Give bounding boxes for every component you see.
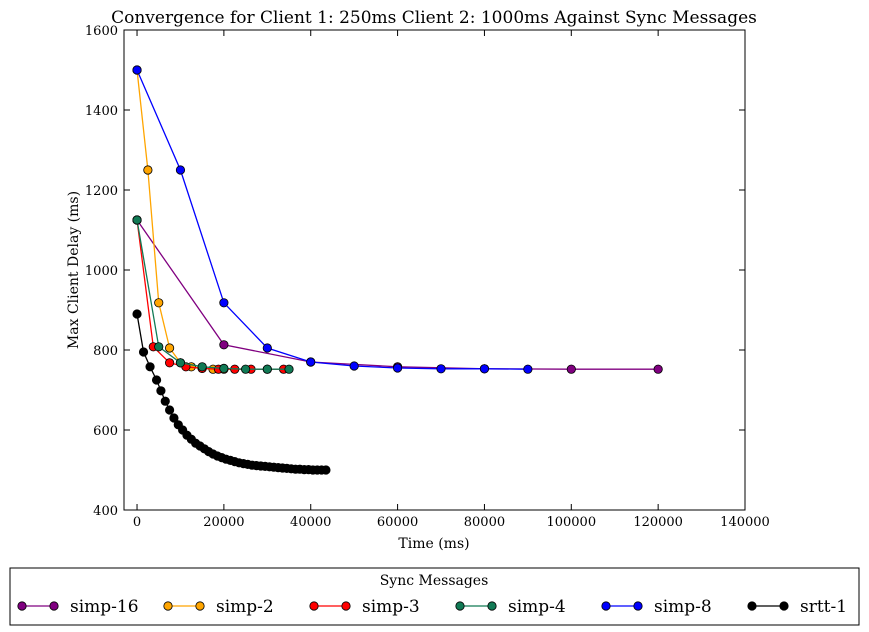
y-tick-label: 800 bbox=[93, 344, 118, 359]
data-point bbox=[436, 364, 446, 374]
y-axis-label: Max Client Delay (ms) bbox=[66, 191, 82, 349]
series-line bbox=[136, 313, 326, 471]
y-tick-label: 600 bbox=[93, 424, 118, 439]
legend-marker bbox=[49, 601, 59, 611]
legend-item-srtt-1: srtt-1 bbox=[747, 597, 847, 617]
x-tick-label: 140000 bbox=[720, 515, 770, 530]
data-point bbox=[240, 364, 251, 374]
x-tick-label: 100000 bbox=[546, 515, 596, 530]
y-tick-label: 1200 bbox=[85, 184, 118, 199]
data-point bbox=[284, 364, 294, 374]
legend-marker bbox=[779, 601, 789, 611]
legend-item-simp-2: simp-2 bbox=[163, 597, 274, 617]
legend-item-simp-8: simp-8 bbox=[601, 597, 712, 617]
axes-frame bbox=[123, 29, 746, 511]
legend: Sync Messages simp-16 simp-2 simp-3 simp-4 s… bbox=[9, 567, 860, 626]
y-tick-label: 1600 bbox=[85, 24, 118, 39]
series-simp-8 bbox=[132, 65, 533, 374]
x-tick-label: 60000 bbox=[377, 515, 418, 530]
legend-marker bbox=[163, 601, 173, 611]
data-point bbox=[156, 386, 166, 396]
data-point bbox=[175, 165, 186, 175]
legend-label: simp-2 bbox=[216, 597, 274, 617]
data-point bbox=[145, 362, 155, 372]
x-tick-label: 20000 bbox=[203, 515, 244, 530]
data-point bbox=[653, 364, 663, 374]
data-point bbox=[132, 215, 142, 225]
legend-marker bbox=[17, 601, 27, 611]
data-point bbox=[169, 413, 179, 423]
data-point bbox=[164, 343, 175, 353]
data-point bbox=[392, 363, 403, 373]
y-tick-label: 1000 bbox=[85, 264, 118, 279]
legend-item-simp-16: simp-16 bbox=[17, 597, 139, 617]
series-simp-16 bbox=[132, 215, 663, 374]
chart-title: Convergence for Client 1: 250ms Client 2… bbox=[111, 8, 757, 28]
legend-items: simp-16 simp-2 simp-3 simp-4 simp-8 srtt-1 bbox=[17, 597, 847, 617]
data-point bbox=[349, 361, 359, 371]
legend-label: srtt-1 bbox=[800, 597, 847, 617]
data-point bbox=[262, 364, 272, 374]
data-point bbox=[566, 364, 576, 374]
data-point bbox=[219, 340, 229, 350]
data-point bbox=[321, 465, 331, 475]
data-point bbox=[262, 343, 272, 353]
series-simp-4 bbox=[132, 215, 294, 374]
data-point bbox=[175, 358, 186, 368]
legend-label: simp-3 bbox=[362, 597, 420, 617]
x-tick-label: 120000 bbox=[633, 515, 683, 530]
x-tick-label: 40000 bbox=[290, 515, 331, 530]
data-point bbox=[132, 309, 142, 319]
data-point bbox=[164, 358, 175, 368]
data-point bbox=[197, 362, 207, 372]
legend-item-simp-3: simp-3 bbox=[309, 597, 420, 617]
data-point bbox=[154, 298, 164, 308]
legend-marker bbox=[455, 601, 465, 611]
data-point bbox=[219, 363, 229, 373]
legend-item-simp-4: simp-4 bbox=[455, 597, 566, 617]
data-point bbox=[306, 357, 316, 367]
legend-title: Sync Messages bbox=[380, 573, 489, 589]
data-point bbox=[479, 364, 490, 374]
x-tick-label: 0 bbox=[133, 515, 141, 530]
data-point bbox=[151, 375, 162, 385]
y-tick-label: 1400 bbox=[85, 104, 118, 119]
y-tick-label: 400 bbox=[93, 504, 118, 519]
legend-marker bbox=[195, 601, 205, 611]
data-point bbox=[143, 165, 153, 175]
data-point bbox=[164, 405, 175, 415]
legend-marker bbox=[601, 601, 611, 611]
data-point bbox=[219, 298, 229, 308]
plot-area: 0 20000 40000 60000 80000 100000 120000 140000 4… bbox=[85, 24, 770, 530]
legend-box bbox=[9, 567, 860, 626]
legend-marker bbox=[309, 601, 319, 611]
series-srtt-1 bbox=[132, 309, 331, 475]
legend-marker bbox=[487, 601, 497, 611]
legend-marker bbox=[747, 601, 757, 611]
series-line bbox=[136, 219, 659, 370]
legend-label: simp-8 bbox=[654, 597, 712, 617]
legend-label: simp-4 bbox=[508, 597, 566, 617]
legend-marker bbox=[341, 601, 351, 611]
series-simp-2 bbox=[132, 65, 229, 374]
data-point bbox=[138, 347, 149, 357]
x-tick-label: 80000 bbox=[464, 515, 505, 530]
data-point bbox=[154, 342, 164, 352]
data-point bbox=[523, 364, 533, 374]
data-point bbox=[160, 396, 170, 406]
data-point bbox=[132, 65, 142, 75]
series-line bbox=[136, 69, 528, 370]
legend-marker bbox=[633, 601, 643, 611]
legend-label: simp-16 bbox=[70, 597, 139, 617]
x-axis-label: Time (ms) bbox=[398, 536, 469, 552]
